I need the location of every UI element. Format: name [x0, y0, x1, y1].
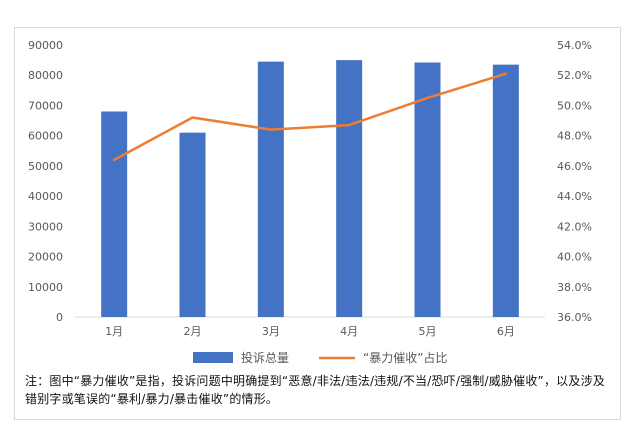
bar: [101, 111, 128, 317]
line-point: [426, 96, 429, 100]
y-left-tick-label: 70000: [28, 99, 63, 112]
bar: [179, 132, 206, 317]
y-left-tick-label: 40000: [28, 190, 63, 203]
y-left-tick-label: 50000: [28, 160, 63, 173]
x-tick-label: 2月: [184, 325, 202, 338]
series-line: [112, 72, 508, 162]
y-left-tick-label: 10000: [28, 281, 63, 294]
x-tick-label: 4月: [340, 325, 358, 338]
bar: [492, 64, 519, 317]
y-right-tick-label: 52.0%: [557, 69, 592, 82]
legend-label-bar: 投诉总量: [241, 350, 289, 365]
y-right-tick-label: 54.0%: [557, 39, 592, 52]
y-left-tick-label: 80000: [28, 69, 63, 82]
x-tick-label: 3月: [262, 325, 280, 338]
y-right-tick-label: 44.0%: [557, 190, 592, 203]
y-left-tick-label: 30000: [28, 220, 63, 233]
combo-chart: 0 10000 20000 30000 40000 50000 60000 70000 8000…: [28, 39, 592, 365]
y-right-tick-label: 42.0%: [557, 220, 592, 233]
y-left-tick-label: 20000: [28, 251, 63, 264]
y-right-tick-label: 48.0%: [557, 130, 592, 143]
x-tick-label: 6月: [497, 325, 515, 338]
y-left-tick-label: 60000: [28, 130, 63, 143]
y-right-tick-label: 40.0%: [557, 251, 592, 264]
y-right-tick-label: 36.0%: [557, 311, 592, 324]
x-tick-label: 1月: [105, 325, 123, 338]
chart-note: 注：图中“暴力催收”是指，投诉问题中明确提到“恶意/非法/违法/违规/不当/恐吓…: [25, 374, 605, 406]
bar: [336, 60, 363, 317]
chart-frame: 0 10000 20000 30000 40000 50000 60000 70000 8000…: [14, 27, 621, 420]
line-point: [191, 116, 194, 119]
bar: [414, 62, 441, 318]
bar: [257, 61, 284, 317]
line-point: [347, 123, 351, 127]
line-point: [269, 128, 273, 131]
y-right-tick-label: 46.0%: [557, 160, 592, 173]
y-right-tick-label: 38.0%: [557, 281, 592, 294]
x-tick-label: 5月: [419, 325, 437, 338]
line-point: [112, 158, 116, 162]
y-left-tick-label: 0: [56, 311, 63, 324]
y-left-tick-label: 90000: [28, 39, 63, 52]
y-right-tick-label: 50.0%: [557, 99, 592, 112]
legend-label-line: “暴力催收”占比: [363, 350, 447, 365]
legend-swatch-bar: [193, 352, 233, 363]
line-point: [504, 72, 508, 75]
